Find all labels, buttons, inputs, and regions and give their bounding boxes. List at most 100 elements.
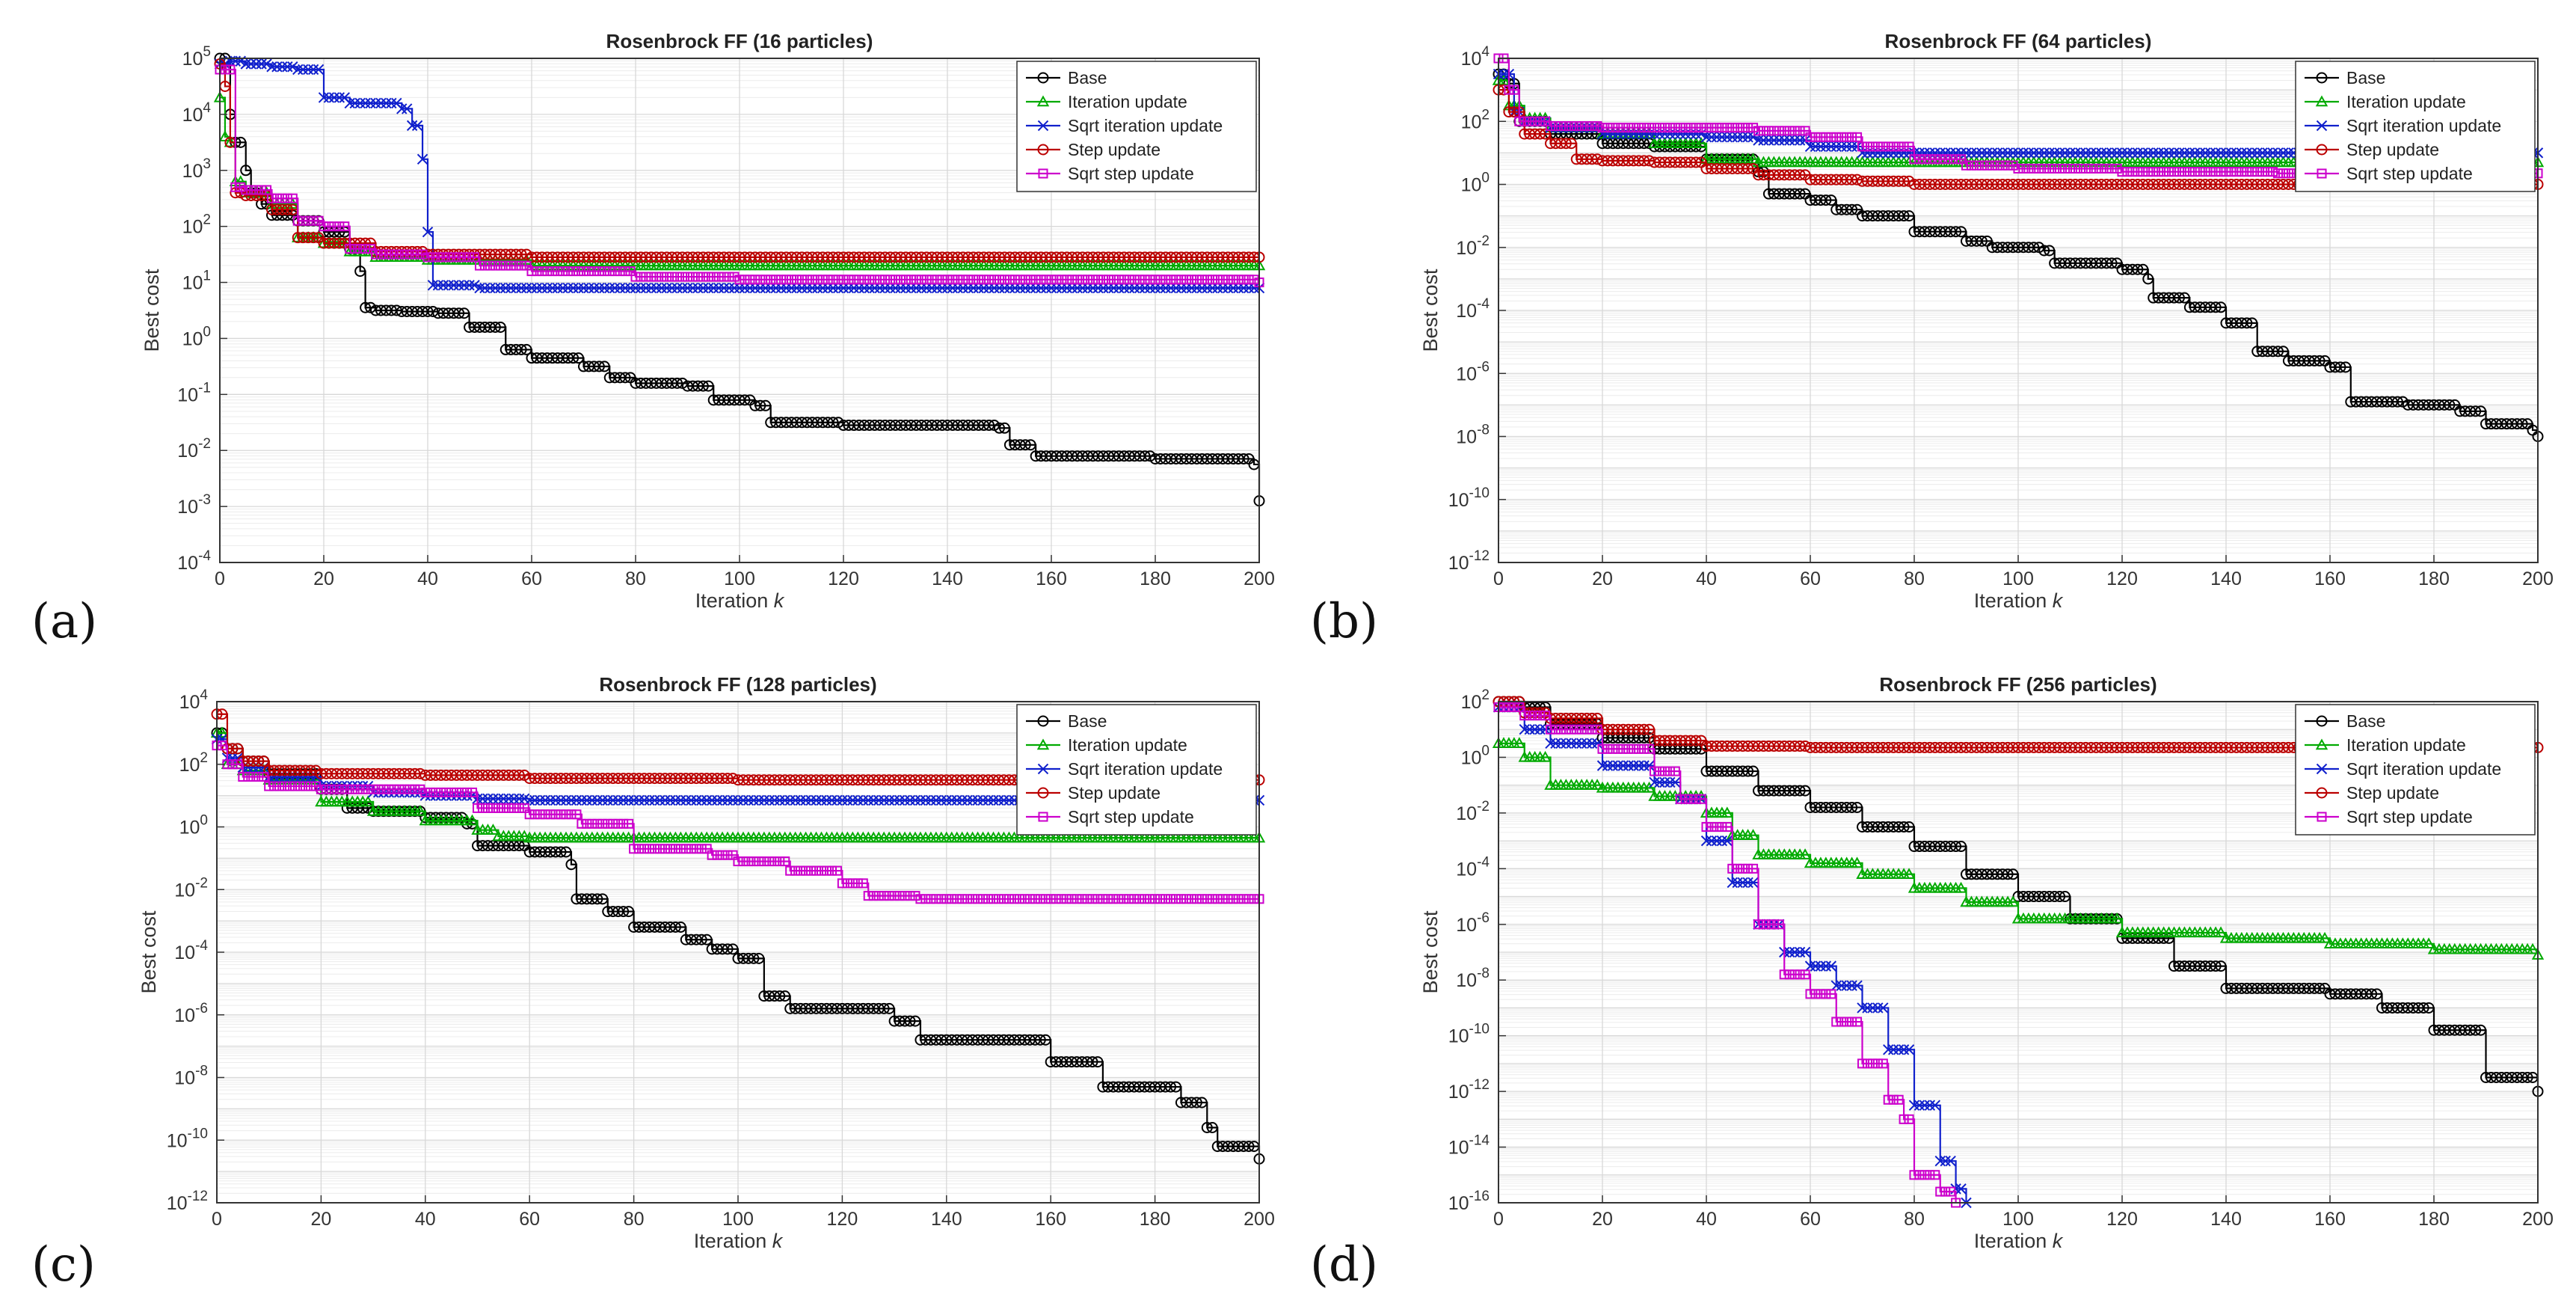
data-point (1040, 282, 1052, 294)
data-point (624, 818, 634, 829)
data-point (680, 794, 692, 806)
data-point (526, 266, 537, 277)
data-point (1987, 147, 1998, 159)
data-point (2521, 1072, 2533, 1083)
data-point (1634, 123, 1644, 133)
data-point (588, 266, 599, 277)
data-point (503, 803, 514, 813)
data-point (998, 894, 1009, 904)
data-point (988, 794, 999, 806)
data-point (446, 787, 457, 797)
data-point (697, 380, 709, 392)
x-tick-label: 120 (2106, 568, 2138, 589)
data-point (453, 307, 465, 319)
data-point (1566, 724, 1576, 735)
data-point (1774, 135, 1785, 146)
data-point (443, 252, 454, 263)
data-point (1804, 960, 1816, 972)
data-point (349, 97, 360, 109)
data-point (1878, 147, 1889, 159)
data-point (251, 185, 262, 195)
data-point (469, 280, 480, 291)
data-point (873, 794, 885, 806)
data-point (1690, 735, 1702, 746)
data-point (417, 249, 428, 260)
data-point (1664, 776, 1676, 788)
data-point (1680, 794, 1691, 804)
data-point (2470, 1024, 2482, 1036)
data-point (734, 282, 746, 294)
data-point (2247, 167, 2257, 177)
data-point (1670, 776, 1681, 788)
data-point (1644, 744, 1655, 754)
data-point (520, 282, 532, 294)
data-point (378, 784, 389, 794)
data-point (1909, 154, 1919, 165)
data-point (508, 803, 519, 813)
data-point (1196, 894, 1207, 904)
data-point (1685, 128, 1697, 140)
data-point (2272, 168, 2284, 179)
data-point (552, 282, 563, 294)
data-point (1800, 969, 1810, 980)
data-point (1675, 794, 1685, 804)
data-point (360, 244, 371, 254)
data-point (2023, 163, 2034, 174)
data-point (885, 275, 896, 285)
data-point (1862, 141, 1872, 152)
data-point (587, 818, 597, 829)
data-point (411, 120, 423, 132)
data-point (2168, 147, 2180, 159)
data-point (2075, 147, 2086, 159)
data-point (1555, 724, 1566, 735)
data-point (615, 266, 625, 277)
data-point (1950, 841, 1962, 853)
data-point (698, 272, 708, 282)
data-point (1799, 946, 1811, 958)
data-point (1914, 1170, 1925, 1180)
data-point (2101, 163, 2112, 174)
data-point (1077, 282, 1088, 294)
data-point (2049, 147, 2060, 159)
data-point (361, 795, 375, 807)
data-point (748, 952, 760, 964)
data-point (1228, 275, 1238, 285)
data-point (2263, 167, 2273, 177)
data-point (561, 809, 571, 820)
x-tick-label: 100 (722, 1209, 754, 1230)
data-point (748, 794, 760, 806)
data-point (1020, 282, 1031, 294)
data-point (357, 784, 368, 794)
data-point (1165, 1081, 1177, 1093)
data-point (1893, 141, 1904, 152)
data-point (1991, 147, 2003, 159)
data-point (848, 282, 860, 294)
data-point (936, 894, 947, 904)
data-point (556, 809, 566, 820)
data-point (2137, 147, 2149, 159)
data-point (539, 794, 551, 806)
data-point (1987, 160, 1997, 171)
data-point (290, 781, 301, 791)
data-point (2034, 163, 2044, 174)
data-point (277, 61, 288, 73)
data-point (1727, 863, 1738, 874)
data-point (566, 809, 577, 820)
data-point (1571, 724, 1581, 735)
legend-marker (2315, 95, 2328, 107)
data-point (826, 865, 837, 876)
data-point (2132, 147, 2144, 159)
legend-marker (1037, 144, 1049, 156)
data-point (1753, 135, 1764, 146)
x-tick-label: 0 (215, 568, 225, 589)
data-point (1196, 282, 1208, 294)
data-point (1825, 141, 1837, 153)
data-point (485, 260, 495, 271)
data-point (935, 794, 947, 806)
data-point (842, 794, 853, 806)
data-point (1846, 203, 1858, 215)
data-point (994, 275, 1005, 285)
data-point (753, 952, 765, 964)
y-tick-label: 10-10 (1448, 1022, 1490, 1047)
data-point (2257, 147, 2268, 159)
